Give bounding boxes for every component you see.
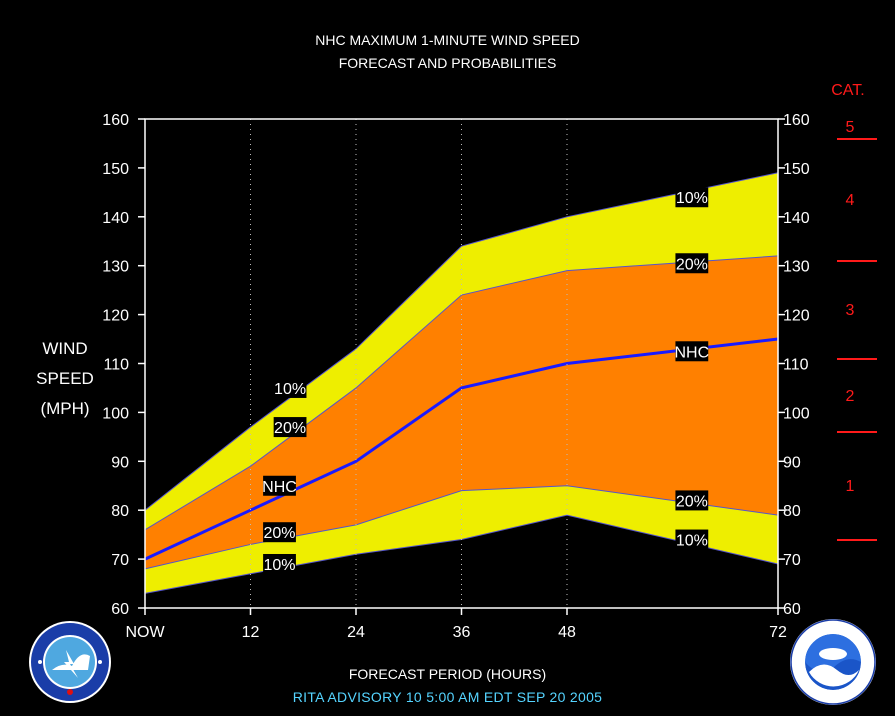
y-tick-label-left-130: 130 [102, 259, 129, 276]
y-tick-label-left-60: 60 [111, 601, 129, 618]
data-label-box-5 [675, 187, 709, 208]
data-label-7: NHC [675, 344, 710, 361]
y-axis-label-line-1: WIND [42, 339, 88, 358]
probability-band-20pct [145, 255, 778, 569]
y-tick-label-left-100: 100 [102, 405, 129, 422]
chart-title-line-2: FORECAST AND PROBABILITIES [338, 55, 557, 71]
series-edge-0 [144, 514, 779, 594]
category-label-3: 3 [845, 302, 855, 320]
y-tick-label-right-80: 80 [783, 503, 801, 520]
series-edge-3 [144, 172, 779, 511]
x-tick-label-12: 12 [242, 624, 260, 641]
category-label-4: 4 [845, 192, 855, 210]
noaa-logo [790, 619, 876, 705]
x-tick-label-48: 48 [558, 624, 576, 641]
data-label-box-3 [263, 522, 296, 543]
y-tick-label-right-120: 120 [783, 308, 810, 325]
data-label-box-0 [273, 377, 307, 398]
data-label-5: 10% [676, 190, 708, 207]
category-threshold-line [837, 357, 877, 360]
x-tick-label-36: 36 [453, 624, 471, 641]
data-label-box-8 [675, 490, 709, 511]
y-tick-label-right-130: 130 [783, 259, 810, 276]
y-tick-label-left-70: 70 [111, 552, 129, 569]
series-line-nhc [144, 337, 779, 561]
x-axis-label: FORECAST PERIOD (HOURS) [348, 666, 547, 682]
x-tick-label-72: 72 [769, 624, 787, 641]
y-tick-label-left-120: 120 [102, 308, 129, 325]
category-threshold-line [837, 137, 877, 140]
y-tick-label-right-110: 110 [783, 357, 809, 374]
y-tick-label-right-160: 160 [783, 112, 810, 129]
category-threshold-line [837, 259, 877, 262]
data-label-6: 20% [676, 256, 708, 273]
category-label-5: 5 [845, 118, 855, 136]
data-label-1: 20% [274, 420, 306, 437]
y-tick-label-left-110: 110 [103, 357, 129, 374]
data-label-4: 10% [263, 557, 295, 574]
advisory-credit: RITA ADVISORY 10 5:00 AM EDT SEP 20 2005 [292, 689, 603, 705]
data-label-0: 10% [274, 381, 306, 398]
category-label-1: 1 [845, 478, 855, 496]
category-label-2: 2 [845, 387, 855, 405]
data-label-box-2 [263, 475, 296, 496]
y-axis-label-line-3: (MPH) [40, 399, 90, 418]
national-weather-service-logo [29, 621, 111, 703]
category-threshold-line [837, 538, 877, 541]
x-tick-label-NOW: NOW [125, 624, 165, 641]
data-label-box-1 [273, 417, 307, 438]
y-tick-label-left-80: 80 [111, 503, 129, 520]
y-axis-label-line-2: SPEED [36, 369, 94, 388]
data-label-8: 20% [676, 493, 708, 510]
x-tick-label-24: 24 [347, 624, 365, 641]
y-tick-label-right-70: 70 [783, 552, 801, 569]
y-tick-label-left-140: 140 [102, 210, 129, 227]
category-threshold-line [837, 430, 877, 433]
data-label-box-6 [675, 253, 709, 274]
y-tick-label-left-160: 160 [102, 112, 129, 129]
series-edge-2 [144, 255, 779, 531]
chart-title-line-1: NHC MAXIMUM 1-MINUTE WIND SPEED [315, 32, 580, 48]
y-tick-label-right-140: 140 [783, 210, 810, 227]
data-label-9: 10% [676, 533, 708, 550]
y-tick-label-right-150: 150 [783, 161, 810, 178]
y-tick-label-right-90: 90 [783, 454, 801, 471]
data-label-box-7 [675, 341, 709, 362]
data-label-box-4 [263, 553, 296, 574]
y-tick-label-right-100: 100 [783, 405, 810, 422]
category-header: CAT. [831, 82, 865, 99]
series-edge-1 [144, 485, 779, 570]
y-tick-label-right-60: 60 [783, 601, 801, 618]
y-tick-label-left-150: 150 [102, 161, 129, 178]
data-label-2: NHC [262, 479, 297, 496]
data-label-3: 20% [263, 525, 295, 542]
y-tick-label-left-90: 90 [111, 454, 129, 471]
data-label-box-9 [675, 529, 709, 550]
